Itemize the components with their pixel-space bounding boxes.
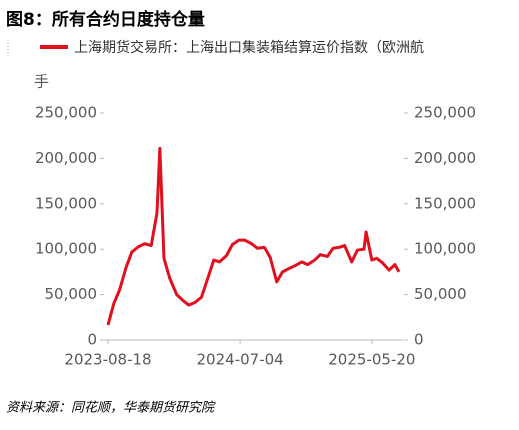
y-unit-label: 手 [34, 73, 49, 91]
x-tick-label: 2025-05-20 [328, 351, 415, 369]
y-tick-label: 150,000 [35, 194, 97, 212]
series-line [106, 146, 401, 326]
x-tick-label: 2024-07-04 [197, 351, 284, 369]
y2-tick-label: 0 [414, 331, 424, 349]
x-tick-label: 2023-08-18 [64, 351, 151, 369]
y-tick-label: 50,000 [45, 285, 98, 303]
legend-label: 上海期货交易所：上海出口集装箱结算运价指数（欧洲航 [74, 39, 424, 56]
y2-tick-label: 200,000 [414, 149, 476, 167]
source-note: 资料来源：同花顺，华泰期货研究院 [6, 400, 216, 416]
y2-tick-label: 50,000 [414, 285, 467, 303]
y2-tick-label: 250,000 [414, 104, 476, 122]
y-tick-label: 200,000 [35, 149, 97, 167]
y-tick-label: 100,000 [35, 240, 97, 258]
chart-title: 图8：所有合约日度持仓量 [6, 9, 205, 30]
y2-tick-label: 150,000 [414, 194, 476, 212]
y-tick-label: 250,000 [35, 104, 97, 122]
y2-tick-label: 100,000 [414, 240, 476, 258]
y-tick-label: 0 [87, 331, 97, 349]
